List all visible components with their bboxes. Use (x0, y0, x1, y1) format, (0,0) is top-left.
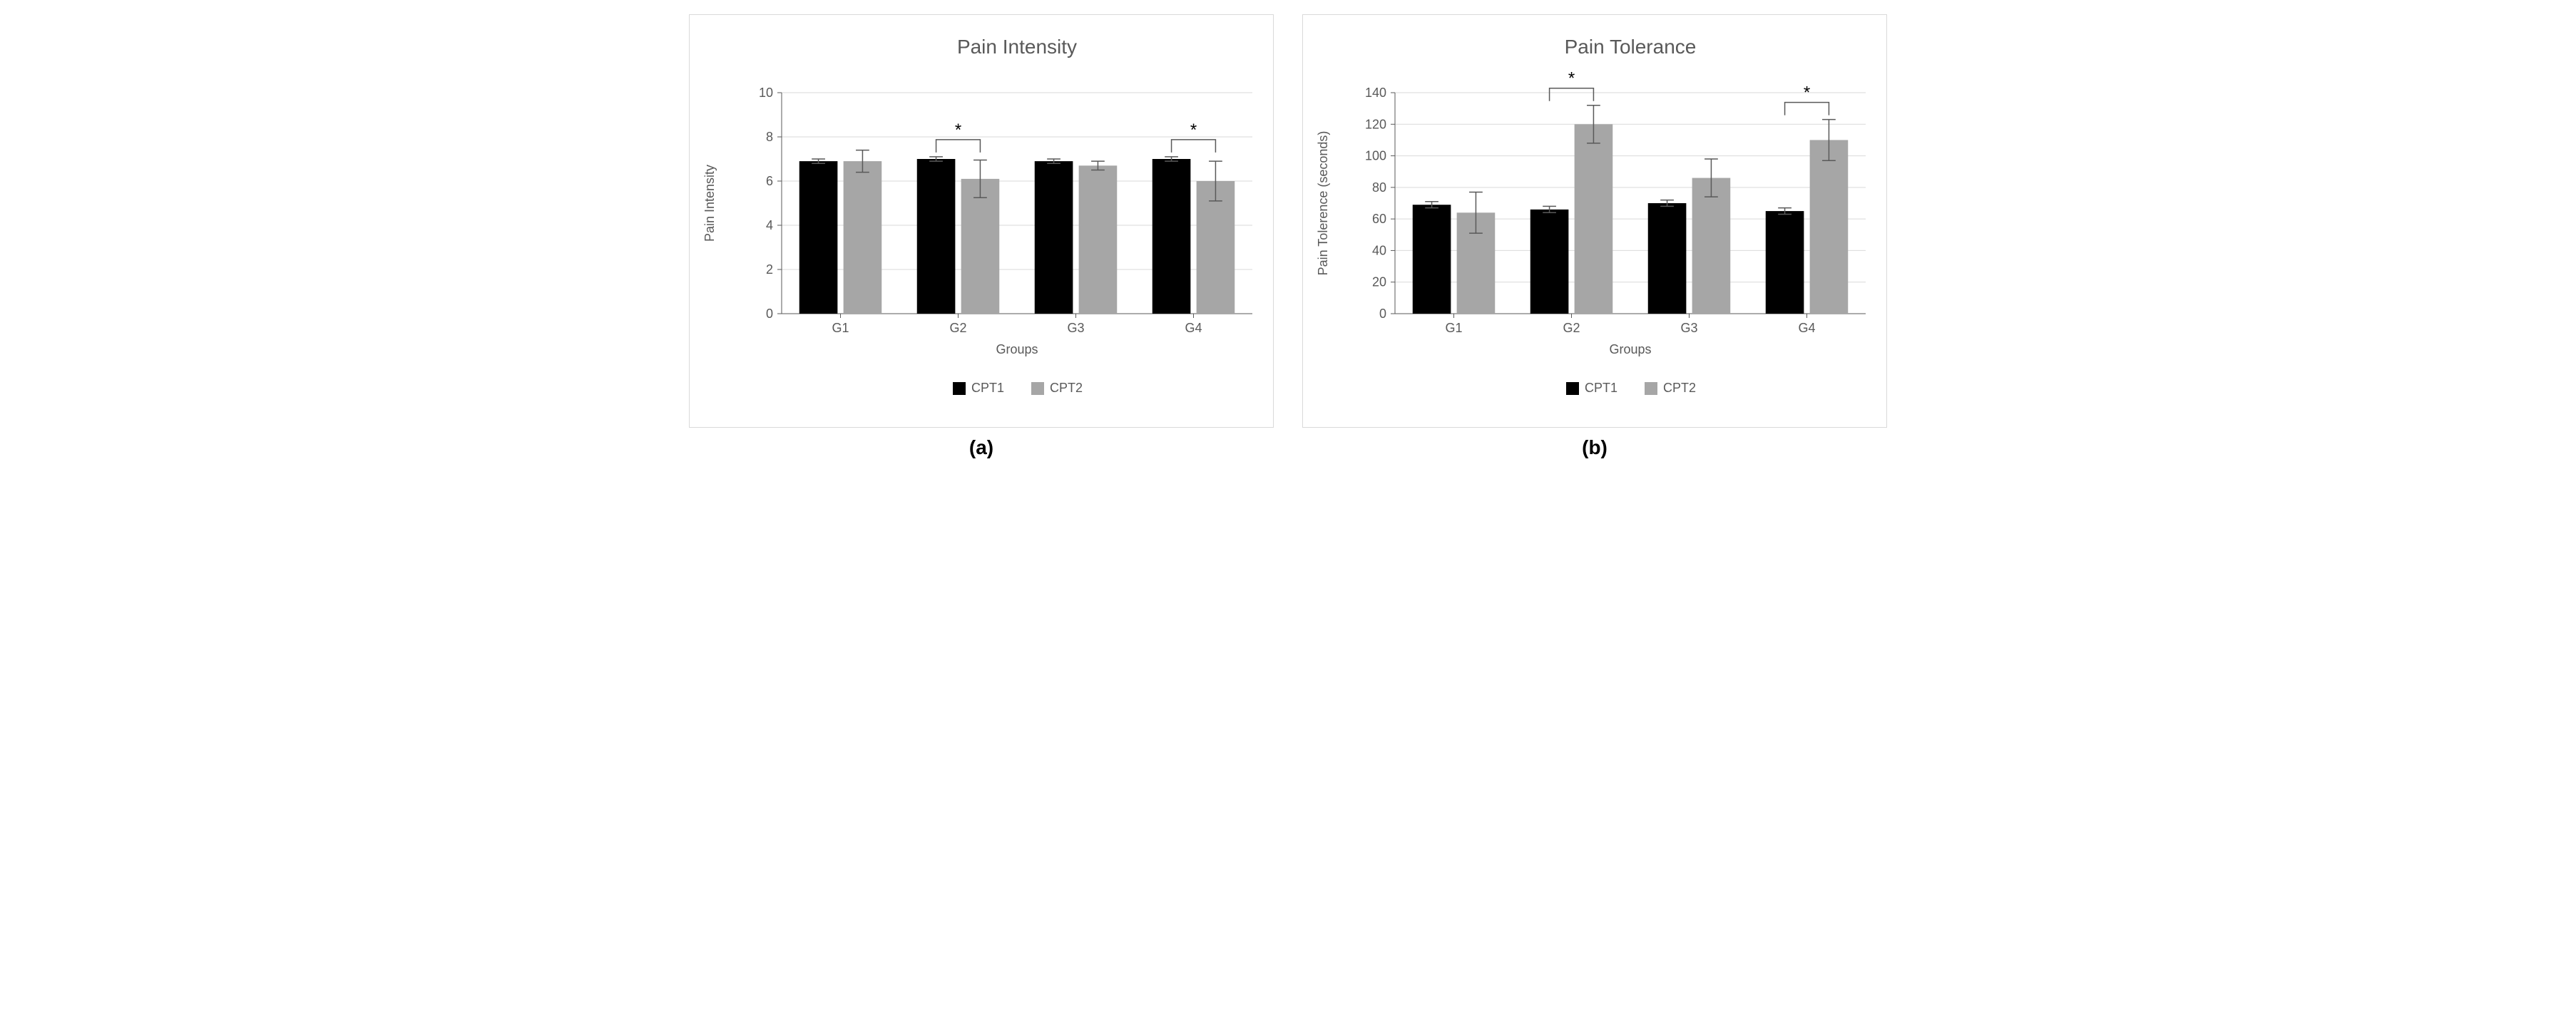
y-tick-label: 60 (1372, 212, 1386, 226)
bar (1413, 205, 1451, 314)
x-tick-label: G3 (1680, 321, 1697, 335)
x-tick-label: G1 (832, 321, 849, 335)
y-tick-label: 140 (1365, 86, 1386, 100)
bar (1648, 203, 1687, 314)
y-tick-label: 0 (766, 307, 773, 321)
legend-label: CPT1 (1585, 381, 1617, 395)
subpanel-label-a: (a) (969, 436, 993, 459)
y-axis-title: Pain Intensity (702, 165, 717, 242)
y-tick-label: 4 (766, 218, 773, 232)
x-axis-title: Groups (1609, 342, 1651, 356)
y-tick-label: 2 (766, 262, 773, 277)
bar (1810, 140, 1849, 314)
y-tick-label: 10 (759, 86, 773, 100)
panel-b-wrap: Pain Tolerance 0 20 40 60 80 100 120 140 G1 G2 G3 G4… (1302, 14, 1887, 459)
significance-star: * (1568, 69, 1575, 88)
bar (1575, 124, 1613, 314)
bar (1152, 159, 1191, 314)
y-tick-label: 20 (1372, 275, 1386, 289)
x-tick-label: G4 (1798, 321, 1815, 335)
bar (1079, 165, 1118, 314)
subpanel-label-b: (b) (1582, 436, 1608, 459)
y-tick-label: 6 (766, 174, 773, 188)
y-tick-label: 80 (1372, 180, 1386, 195)
bar (1692, 178, 1731, 314)
y-tick-label: 0 (1379, 307, 1386, 321)
significance-star: * (955, 120, 961, 140)
bar (917, 159, 956, 314)
bar (1530, 210, 1569, 314)
significance-star: * (1804, 83, 1810, 103)
y-tick-label: 100 (1365, 149, 1386, 163)
x-tick-label: G2 (949, 321, 966, 335)
chart-pain-intensity: Pain Intensity 0 2 4 6 8 10 G1 G2 G3 G4 * * Groups Pai… (689, 14, 1274, 428)
bar (844, 161, 882, 314)
chart-title: Pain Tolerance (1565, 36, 1697, 58)
x-axis-title: Groups (996, 342, 1038, 356)
significance-star: * (1190, 120, 1197, 140)
chart-pain-tolerance: Pain Tolerance 0 20 40 60 80 100 120 140 G1 G2 G3 G4… (1302, 14, 1887, 428)
bar (1035, 161, 1073, 314)
panel-a-wrap: Pain Intensity 0 2 4 6 8 10 G1 G2 G3 G4 * * Groups Pai… (689, 14, 1274, 459)
chart-title: Pain Intensity (957, 36, 1077, 58)
legend-swatch (953, 382, 966, 395)
y-tick-label: 120 (1365, 117, 1386, 131)
y-tick-label: 40 (1372, 243, 1386, 257)
x-tick-label: G4 (1185, 321, 1202, 335)
x-tick-label: G3 (1067, 321, 1084, 335)
y-tick-label: 8 (766, 130, 773, 144)
bar (799, 161, 838, 314)
y-axis-title: Pain Tolerence (seconds) (1316, 131, 1330, 276)
bar (1766, 211, 1804, 314)
bar (961, 179, 1000, 314)
x-tick-label: G2 (1563, 321, 1580, 335)
legend-swatch (1645, 382, 1657, 395)
legend-label: CPT2 (1663, 381, 1696, 395)
legend-swatch (1031, 382, 1044, 395)
legend-swatch (1566, 382, 1579, 395)
legend-label: CPT1 (971, 381, 1004, 395)
legend-label: CPT2 (1050, 381, 1083, 395)
x-tick-label: G1 (1445, 321, 1462, 335)
